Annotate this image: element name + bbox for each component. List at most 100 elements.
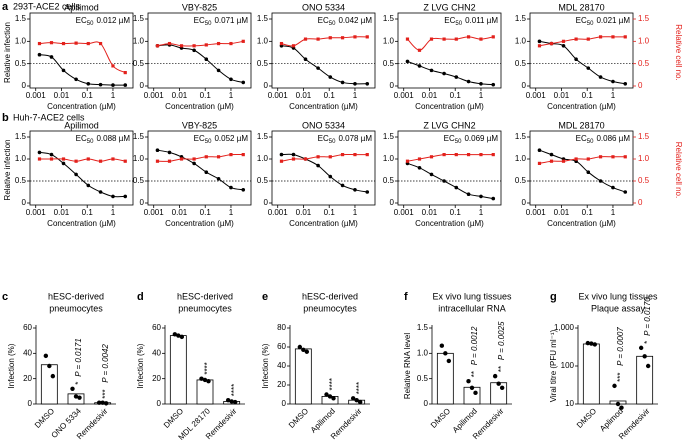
data-point [303, 157, 308, 161]
x-tick-label: DMSO [33, 407, 56, 430]
data-point [291, 152, 296, 157]
y-tick-label: 20 [152, 374, 161, 383]
data-point [216, 41, 221, 46]
y-tick-label: 0 [522, 81, 527, 90]
data-point [598, 179, 603, 183]
data-point [623, 35, 627, 39]
ec50-value: 0.011 µM [465, 16, 498, 25]
x-tick-label: 1 [479, 208, 484, 217]
bar [40, 364, 58, 405]
y-tick-label: 100 [561, 361, 575, 370]
data-point [442, 71, 446, 76]
data-point [192, 44, 196, 48]
data-point [417, 166, 422, 170]
y-tick-label: 0 [140, 81, 145, 90]
data-point [86, 81, 91, 86]
x-tick-label: 1 [479, 91, 484, 100]
y-tick-label: 40 [152, 348, 161, 357]
ec50-value: 0.078 µM [338, 134, 372, 143]
data-point [155, 44, 160, 48]
ec50-annotation: EC50 0.078 µM [318, 134, 373, 144]
data-point [442, 153, 446, 157]
x-tick-label: 0.1 [324, 91, 336, 100]
data-point [479, 81, 483, 86]
ec50-value: 0.071 µM [214, 16, 248, 25]
data-point [49, 152, 54, 157]
ec50-prefix: EC [576, 16, 587, 25]
data-point [216, 177, 221, 181]
panel-title: Ex vivo lung tissues [578, 291, 658, 301]
plot-frame [271, 130, 376, 206]
ec50-prefix: EC [576, 134, 587, 143]
y2-tick-label: 0.5 [638, 59, 650, 68]
y2-tick-label: 1.5 [638, 132, 650, 141]
data-point [454, 75, 459, 79]
ec50-subscript: 50 [455, 139, 462, 145]
replicate-point [619, 405, 624, 410]
data-point [340, 80, 345, 85]
data-point [561, 39, 566, 43]
y2-tick-label: 0 [638, 198, 643, 207]
y-tick-label: 0.5 [15, 59, 27, 68]
ec50-value: 0.069 µM [464, 134, 498, 143]
x-tick-label: 1 [229, 91, 234, 100]
data-point [353, 35, 357, 39]
panel-title: hESC-derived [177, 291, 233, 301]
y-tick-label: 10 [565, 399, 574, 408]
replicate-point [324, 392, 329, 397]
y-tick-label: 1.0 [15, 154, 27, 163]
data-point [417, 64, 422, 68]
x-tick-label: 0.01 [296, 91, 312, 100]
data-point [61, 161, 66, 166]
y-tick-label: 60 [23, 323, 32, 332]
p-value: P = 0.0170 [643, 297, 652, 336]
y2-tick-label: 1.5 [638, 14, 650, 23]
row-title: Huh-7-ACE2 cells [13, 112, 85, 122]
data-point [466, 79, 471, 84]
y-axis-title: Infection (%) [261, 343, 270, 388]
ec50-annotation: EC50 0.071 µM [194, 16, 249, 26]
data-point [574, 37, 578, 41]
x-tick-label: 0.1 [82, 208, 94, 217]
panel-title: hESC-derived [48, 291, 104, 301]
panel-letter: b [2, 112, 9, 124]
data-point [123, 159, 127, 163]
x-axis-title: Concentration (µM) [289, 102, 358, 111]
data-point [229, 77, 233, 82]
ec50-prefix: EC [444, 16, 455, 25]
plot-frame [529, 12, 634, 89]
replicate-point [77, 395, 82, 400]
data-point [111, 194, 115, 199]
replicate-point [304, 349, 310, 354]
x-tick-label: 1 [353, 91, 358, 100]
x-axis-title: Concentration (µM) [547, 219, 616, 228]
x-tick-label: 0.01 [54, 208, 70, 217]
y2-tick-label: 0 [638, 81, 643, 90]
y-tick-label: 20 [277, 380, 286, 389]
data-point [241, 39, 245, 43]
x-axis-title: Concentration (µM) [165, 102, 234, 111]
data-point [623, 190, 628, 194]
replicate-point [179, 334, 185, 340]
replicate-point [100, 400, 105, 405]
data-point [123, 71, 127, 75]
data-point [167, 159, 172, 163]
y-tick-label: 0.5 [383, 59, 395, 68]
x-tick-label: 1 [611, 91, 616, 100]
replicate-point [47, 363, 52, 369]
ec50-subscript: 50 [205, 21, 212, 27]
data-point [586, 37, 590, 41]
x-tick-label: 0.01 [554, 208, 570, 217]
data-point [303, 37, 308, 41]
y-axis-title: Infection (%) [136, 343, 145, 388]
replicate-point [43, 353, 49, 359]
replicate-point [439, 343, 445, 348]
ec50-prefix: EC [318, 134, 329, 143]
data-point [328, 75, 333, 79]
data-point [291, 157, 296, 161]
data-point [111, 64, 115, 68]
y-tick-label: 0.5 [515, 59, 527, 68]
replicate-point [206, 379, 211, 384]
data-point [353, 153, 357, 157]
data-point [192, 161, 196, 166]
